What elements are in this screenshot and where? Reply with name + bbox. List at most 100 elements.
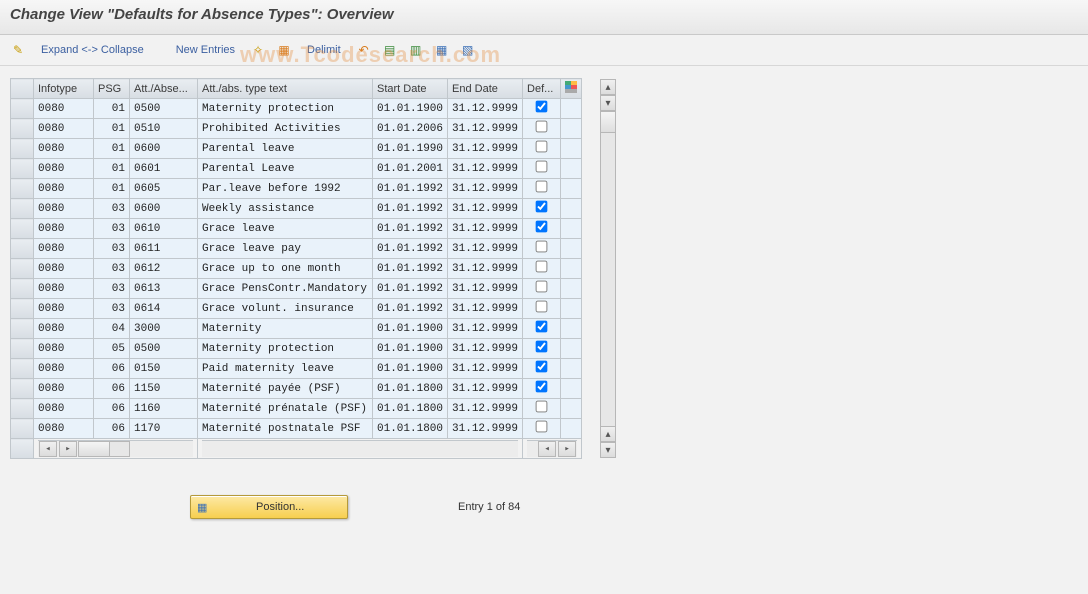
- row-handle[interactable]: [11, 239, 34, 259]
- row-handle[interactable]: [11, 279, 34, 299]
- cell-text[interactable]: Maternity: [198, 319, 373, 339]
- table-row[interactable]: 0080050500Maternity protection01.01.1900…: [11, 339, 582, 359]
- cell-psg[interactable]: 06: [94, 419, 130, 439]
- cell-end[interactable]: 31.12.9999: [448, 379, 523, 399]
- cell-def[interactable]: [523, 419, 561, 439]
- cell-att[interactable]: 3000: [130, 319, 198, 339]
- def-checkbox[interactable]: [536, 221, 548, 233]
- expand-collapse-button[interactable]: Expand <-> Collapse: [34, 41, 151, 59]
- table-row[interactable]: 0080010605Par.leave before 199201.01.199…: [11, 179, 582, 199]
- row-handle[interactable]: [11, 419, 34, 439]
- cell-infotype[interactable]: 0080: [34, 339, 94, 359]
- def-checkbox[interactable]: [536, 201, 548, 213]
- cell-psg[interactable]: 01: [94, 159, 130, 179]
- table-row[interactable]: 0080010600Parental leave01.01.199031.12.…: [11, 139, 582, 159]
- cell-text[interactable]: Grace leave pay: [198, 239, 373, 259]
- cell-psg[interactable]: 01: [94, 119, 130, 139]
- cell-infotype[interactable]: 0080: [34, 299, 94, 319]
- def-checkbox[interactable]: [536, 361, 548, 373]
- table-row[interactable]: 0080010601Parental Leave01.01.200131.12.…: [11, 159, 582, 179]
- cell-psg[interactable]: 06: [94, 379, 130, 399]
- cell-text[interactable]: Maternité postnatale PSF: [198, 419, 373, 439]
- def-checkbox[interactable]: [536, 281, 548, 293]
- cell-infotype[interactable]: 0080: [34, 379, 94, 399]
- cell-text[interactable]: Grace leave: [198, 219, 373, 239]
- position-button[interactable]: ▦ Position...: [190, 495, 348, 519]
- def-checkbox[interactable]: [536, 381, 548, 393]
- row-handle[interactable]: [11, 99, 34, 119]
- cell-psg[interactable]: 03: [94, 259, 130, 279]
- def-checkbox[interactable]: [536, 121, 548, 133]
- def-checkbox[interactable]: [536, 421, 548, 433]
- cell-text[interactable]: Maternity protection: [198, 339, 373, 359]
- cell-infotype[interactable]: 0080: [34, 239, 94, 259]
- row-handle[interactable]: [11, 359, 34, 379]
- cell-infotype[interactable]: 0080: [34, 159, 94, 179]
- cell-start[interactable]: 01.01.1990: [373, 139, 448, 159]
- cell-end[interactable]: 31.12.9999: [448, 299, 523, 319]
- cell-infotype[interactable]: 0080: [34, 359, 94, 379]
- def-checkbox[interactable]: [536, 301, 548, 313]
- col-end[interactable]: End Date: [448, 79, 523, 99]
- cell-def[interactable]: [523, 179, 561, 199]
- row-handle[interactable]: [11, 259, 34, 279]
- cell-psg[interactable]: 06: [94, 359, 130, 379]
- cell-text[interactable]: Maternité payée (PSF): [198, 379, 373, 399]
- table-row[interactable]: 0080030614Grace volunt. insurance01.01.1…: [11, 299, 582, 319]
- cell-def[interactable]: [523, 139, 561, 159]
- table-row[interactable]: 0080030600Weekly assistance01.01.199231.…: [11, 199, 582, 219]
- cell-att[interactable]: 0612: [130, 259, 198, 279]
- cell-psg[interactable]: 03: [94, 219, 130, 239]
- deselect-all-icon[interactable]: ▦: [432, 40, 452, 60]
- table-row[interactable]: 0080061150Maternité payée (PSF)01.01.180…: [11, 379, 582, 399]
- table-config-icon[interactable]: [565, 81, 577, 93]
- cell-def[interactable]: [523, 399, 561, 419]
- cell-def[interactable]: [523, 259, 561, 279]
- cell-start[interactable]: 01.01.1992: [373, 219, 448, 239]
- def-checkbox[interactable]: [536, 401, 548, 413]
- cell-psg[interactable]: 03: [94, 239, 130, 259]
- cell-psg[interactable]: 03: [94, 199, 130, 219]
- cell-end[interactable]: 31.12.9999: [448, 259, 523, 279]
- cell-end[interactable]: 31.12.9999: [448, 399, 523, 419]
- cell-text[interactable]: Grace volunt. insurance: [198, 299, 373, 319]
- row-handle[interactable]: [11, 139, 34, 159]
- row-handle[interactable]: [11, 179, 34, 199]
- cell-start[interactable]: 01.01.1992: [373, 239, 448, 259]
- table-row[interactable]: 0080060150Paid maternity leave01.01.1900…: [11, 359, 582, 379]
- cell-end[interactable]: 31.12.9999: [448, 139, 523, 159]
- cell-infotype[interactable]: 0080: [34, 139, 94, 159]
- cell-start[interactable]: 01.01.1992: [373, 299, 448, 319]
- hscroll-left-icon[interactable]: ◂: [39, 441, 57, 457]
- col-psg[interactable]: PSG: [94, 79, 130, 99]
- table-row[interactable]: 0080043000Maternity01.01.190031.12.9999: [11, 319, 582, 339]
- def-checkbox[interactable]: [536, 261, 548, 273]
- cell-infotype[interactable]: 0080: [34, 199, 94, 219]
- cell-infotype[interactable]: 0080: [34, 219, 94, 239]
- cell-end[interactable]: 31.12.9999: [448, 239, 523, 259]
- scroll-down2-icon[interactable]: ▾: [600, 442, 616, 458]
- def-checkbox[interactable]: [536, 341, 548, 353]
- cell-def[interactable]: [523, 299, 561, 319]
- cell-att[interactable]: 0614: [130, 299, 198, 319]
- scroll-up2-icon[interactable]: ▴: [600, 426, 616, 442]
- cell-att[interactable]: 0613: [130, 279, 198, 299]
- cell-start[interactable]: 01.01.1900: [373, 359, 448, 379]
- cell-att[interactable]: 0510: [130, 119, 198, 139]
- cell-psg[interactable]: 01: [94, 99, 130, 119]
- cell-infotype[interactable]: 0080: [34, 279, 94, 299]
- cell-infotype[interactable]: 0080: [34, 179, 94, 199]
- cell-infotype[interactable]: 0080: [34, 119, 94, 139]
- cell-start[interactable]: 01.01.1800: [373, 379, 448, 399]
- cell-att[interactable]: 0601: [130, 159, 198, 179]
- cell-def[interactable]: [523, 159, 561, 179]
- table-row[interactable]: 0080030612Grace up to one month01.01.199…: [11, 259, 582, 279]
- cell-att[interactable]: 1150: [130, 379, 198, 399]
- cell-start[interactable]: 01.01.1992: [373, 259, 448, 279]
- def-checkbox[interactable]: [536, 101, 548, 113]
- cell-text[interactable]: Maternité prénatale (PSF): [198, 399, 373, 419]
- table-row[interactable]: 0080030611Grace leave pay01.01.199231.12…: [11, 239, 582, 259]
- cell-text[interactable]: Grace PensContr.Mandatory: [198, 279, 373, 299]
- cell-end[interactable]: 31.12.9999: [448, 199, 523, 219]
- def-checkbox[interactable]: [536, 241, 548, 253]
